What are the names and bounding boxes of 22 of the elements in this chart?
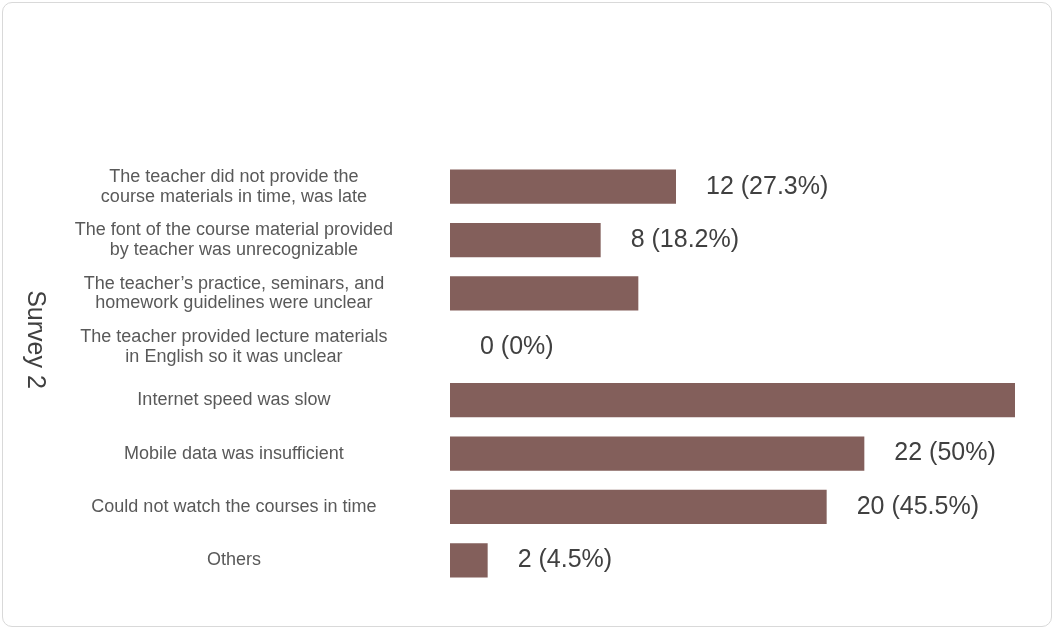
y-tick-label: Others	[206, 549, 261, 570]
bar	[450, 436, 865, 471]
bar	[450, 489, 827, 525]
y-tick-label: The teacher did not provide the course materials in time, was late	[100, 165, 367, 206]
y-tick-label: Could not watch the courses in time	[91, 495, 377, 516]
y-tick-label: The font of the course material provided by teacher was unrecognizable	[74, 219, 394, 259]
y-tick-label: The teacher’s practice, seminars, and homework guidelines were unclear	[83, 272, 385, 313]
y-axis-title: Survey 2	[23, 290, 52, 389]
y-tick-label: Mobile data was insufficient	[124, 442, 344, 463]
data-label: 12 (27.3%)	[706, 170, 829, 199]
data-label: 20 (45.5%)	[856, 490, 979, 519]
data-label: 22 (50%)	[894, 437, 996, 466]
bar	[450, 222, 601, 258]
data-label: 8 (18.2%)	[630, 223, 740, 252]
y-tick-label: The teacher provided lecture materials in English so it was unclear	[80, 325, 388, 366]
bar	[450, 169, 676, 204]
bar	[450, 543, 488, 578]
y-tick-label: Internet speed was slow	[137, 389, 332, 410]
data-label: 0 (0%)	[480, 330, 554, 359]
bar	[450, 276, 639, 311]
data-label: 2 (4.5%)	[517, 544, 613, 573]
bar	[450, 383, 1015, 418]
